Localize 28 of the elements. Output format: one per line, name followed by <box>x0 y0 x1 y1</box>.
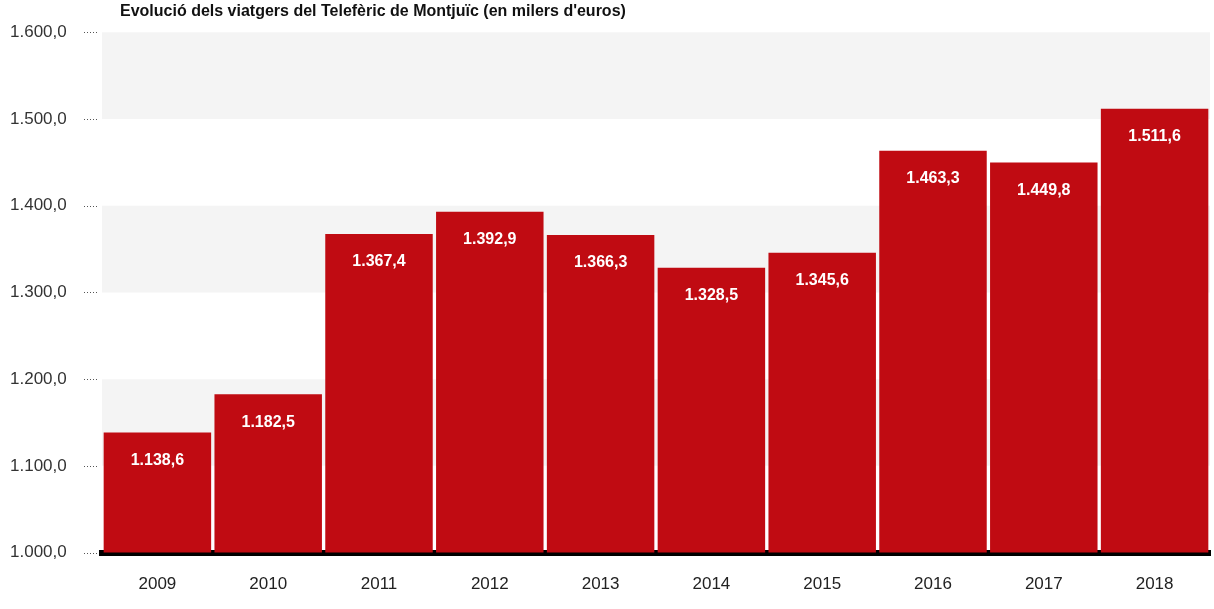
x-tick-label: 2012 <box>470 574 509 594</box>
data-label: 1.511,6 <box>1128 127 1181 145</box>
x-tick-label: 2011 <box>360 574 398 594</box>
y-tick-label: 1.000,0 <box>10 542 67 562</box>
chart-title: Evolució dels viatgers del Telefèric de Montjuïc (en milers d'euros) <box>120 2 626 20</box>
x-tick-label: 2017 <box>1024 574 1063 594</box>
y-tick-label: 1.100,0 <box>10 455 67 475</box>
x-tick-label: 2016 <box>914 574 952 594</box>
y-tick-label: 1.500,0 <box>10 108 67 128</box>
data-label: 1.328,5 <box>684 286 739 304</box>
x-tick-label: 2015 <box>803 574 842 594</box>
data-label: 1.182,5 <box>241 412 295 430</box>
data-label: 1.463,3 <box>906 169 960 187</box>
x-tick-label: 2018 <box>1135 574 1174 594</box>
x-tick-label: 2010 <box>249 574 288 594</box>
y-tick-label: 1.200,0 <box>10 368 67 388</box>
data-label: 1.449,8 <box>1017 180 1071 198</box>
data-label: 1.138,6 <box>130 450 185 468</box>
x-tick-label: 2014 <box>692 574 731 594</box>
data-label: 1.392,9 <box>463 230 517 248</box>
y-tick-label: 1.600,0 <box>10 21 67 41</box>
y-tick-label: 1.400,0 <box>10 195 67 215</box>
x-tick-label: 2013 <box>581 574 620 594</box>
data-label: 1.366,3 <box>573 253 628 271</box>
y-tick-label: 1.300,0 <box>10 282 67 302</box>
data-label: 1.345,6 <box>795 271 849 289</box>
data-label: 1.367,4 <box>352 252 406 270</box>
x-tick-label: 2009 <box>138 574 177 594</box>
